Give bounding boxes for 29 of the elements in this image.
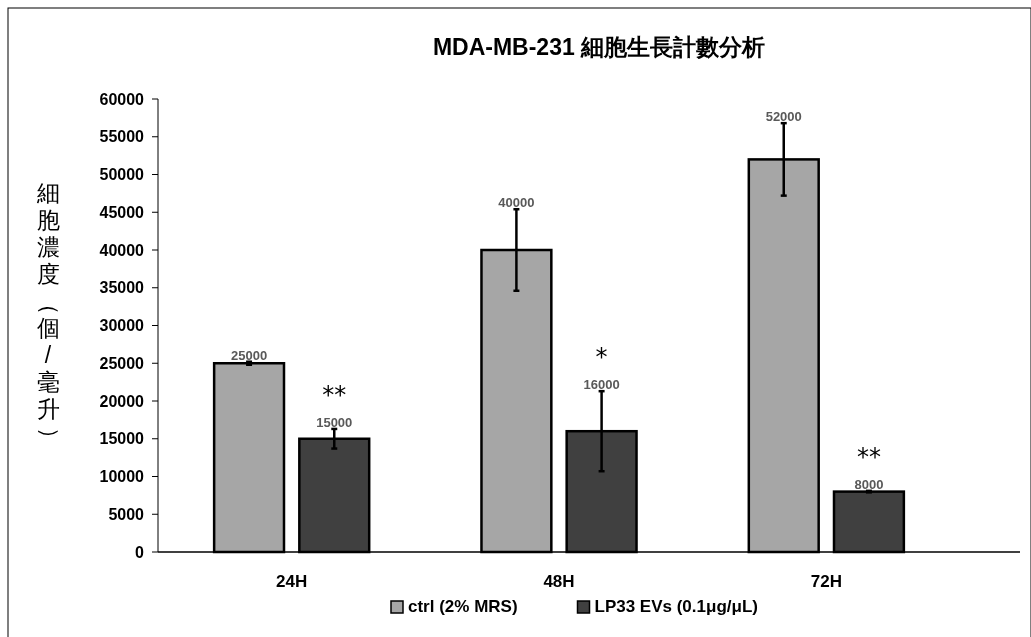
data-label: 16000 [583,377,620,393]
data-label: 25000 [230,347,268,363]
y-tick-label: 35000 [99,279,145,297]
y-tick-label: 5000 [108,505,145,523]
annotation: ** [856,442,881,471]
x-tick-label: 48H [543,572,575,591]
data-label: 15000 [316,414,353,430]
legend-label: ctrl (2% MRS) [408,597,518,616]
x-tick-label: 24H [276,572,308,591]
data-label: 52000 [765,109,802,125]
y-tick-label: 10000 [99,468,145,486]
y-tick-label: 20000 [99,392,145,410]
y-tick-label: 40000 [99,241,145,259]
x-tick-label: 72H [810,572,842,591]
data-label: 8000 [854,476,884,492]
text: 細胞濃度（個/毫升） [36,180,63,450]
chart-title: MDA-MB-231 細胞生長計數分析 [432,34,766,60]
legend-label: LP33 EVs (0.1μg/μL) [594,597,758,616]
y-tick-label: 25000 [99,354,145,372]
y-tick-label: 60000 [99,90,145,108]
y-tick-label: 15000 [99,430,145,448]
y-tick-label: 50000 [99,166,145,184]
y-tick-label: 0 [135,543,145,561]
annotation: * [595,343,608,372]
data-label: 40000 [498,195,535,211]
y-tick-label: 45000 [99,203,145,221]
annotation: ** [322,380,347,409]
y-tick-label: 30000 [99,317,145,335]
y-tick-label: 55000 [99,128,145,146]
